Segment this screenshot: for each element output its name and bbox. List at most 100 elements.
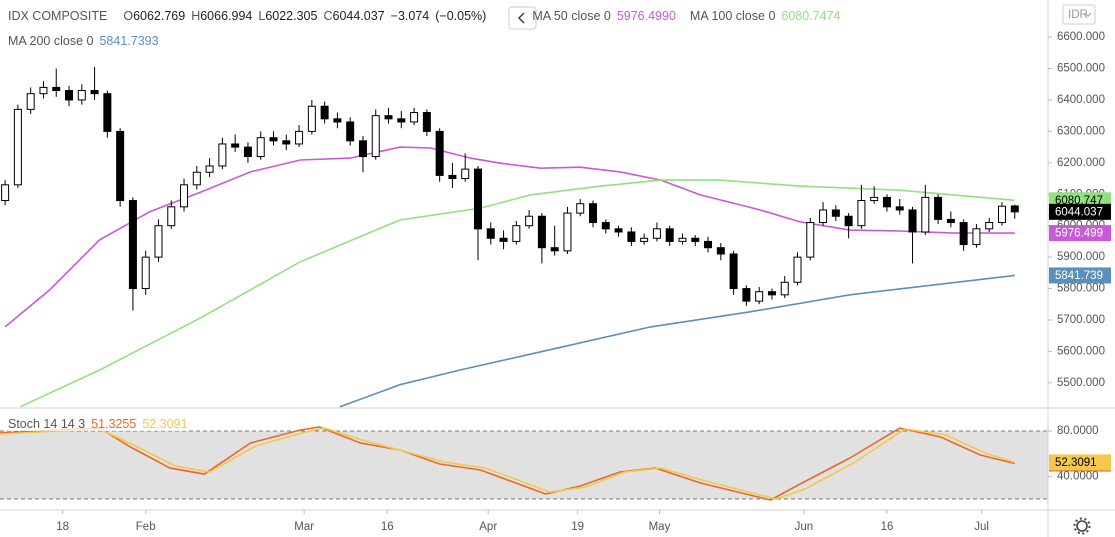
candle-body: [141, 256, 150, 290]
stoch-value: 51.3255: [91, 417, 137, 431]
currency-label: IDR: [1068, 9, 1088, 21]
x-tick-label: 19: [571, 521, 584, 533]
candle-body: [103, 93, 112, 132]
candle-body: [563, 212, 572, 252]
stoch-line: [0, 427, 1016, 500]
candle-body: [26, 93, 35, 110]
candle-body: [946, 218, 955, 224]
candle-body: [755, 291, 764, 302]
x-tick-label: 16: [381, 521, 394, 533]
candle-body: [601, 222, 610, 230]
y-tick-label: 5600.000: [1057, 345, 1105, 357]
candle-body: [806, 222, 815, 258]
y-tick-label: 6600.000: [1057, 31, 1105, 43]
ohlc-high: H 6066.994: [191, 9, 252, 23]
ma-value: 5841.7393: [99, 34, 159, 48]
gear-teeth: [1073, 517, 1091, 535]
candle-body: [959, 222, 968, 246]
ma-axis-label: 6080.747: [1055, 195, 1103, 207]
axis-group: 5500.000 5600.000 5700.000 5800.000 5900.000…: [56, 31, 1111, 533]
stoch-band: [0, 431, 1048, 500]
last-price-label-box: [1049, 203, 1111, 220]
ohlc-open: O 6062.769: [123, 9, 185, 23]
ma-name: MA 100 close 0: [689, 9, 776, 23]
candle-body: [934, 196, 943, 220]
candle-body: [716, 247, 725, 255]
ma-name: MA 200 close 0: [8, 34, 94, 48]
candle-body: [218, 143, 227, 167]
candle-body: [90, 90, 99, 95]
candle-body: [819, 209, 828, 224]
candle-body: [231, 143, 240, 148]
y-tick-label: 6500.000: [1057, 63, 1105, 75]
candle-body: [333, 118, 342, 123]
ohlc-value: 6062.769: [133, 9, 186, 23]
candle-body: [525, 215, 534, 227]
candle-body: [358, 140, 367, 158]
candle-body: [282, 140, 291, 145]
candle-body: [921, 196, 930, 233]
ohlc-value: 6044.037: [332, 9, 385, 23]
y-tick-label: 5900.000: [1057, 251, 1105, 263]
header-row: IDX COMPOSITE O 6062.769 H 6066.994 L 6022.…: [8, 9, 840, 23]
x-tick-label: 16: [881, 521, 894, 533]
candle-body: [499, 237, 508, 242]
ma-axis-label-box: [1049, 267, 1111, 284]
chevron-icon: [518, 12, 525, 24]
candle-body: [307, 105, 316, 132]
candle-body: [243, 146, 252, 158]
x-tick-label: Mar: [294, 521, 314, 533]
candle-body: [691, 237, 700, 242]
candle-body: [435, 130, 444, 176]
stoch-legend: Stoch 14 14 3 51.3255 52.3091: [8, 417, 188, 431]
ohlc-label: H: [191, 9, 201, 23]
candle-body: [473, 168, 482, 230]
settings-icon[interactable]: [1073, 517, 1091, 535]
candle-body: [678, 237, 687, 242]
candle-body: [205, 165, 214, 173]
candle-body: [77, 90, 86, 101]
stoch-band-group: [0, 430, 1048, 500]
candle-body: [65, 90, 74, 101]
candle-body: [192, 171, 201, 186]
x-tick-label: May: [649, 521, 671, 533]
ohlc-value: 6022.305: [265, 9, 318, 23]
candle-body: [256, 137, 265, 158]
candle-body: [793, 256, 802, 283]
candle-body: [486, 228, 495, 239]
ma-value: 6080.7474: [781, 9, 841, 23]
ma-axis-label: 5841.739: [1055, 270, 1103, 282]
stoch-axis-label: 52.3091: [1055, 457, 1097, 469]
stoch-axis-label-box: [1049, 454, 1111, 471]
y-tick-label: 6300.000: [1057, 125, 1105, 137]
x-tick-label: Apr: [479, 521, 497, 533]
gear-ring: [1076, 520, 1088, 532]
dropdown-caret: [1084, 12, 1092, 17]
candle-body: [116, 130, 125, 202]
change-pct: (−0.05%): [435, 9, 487, 23]
x-tick-label: Jun: [795, 521, 814, 533]
y-tick-label: 5800.000: [1057, 283, 1105, 295]
candle-body: [589, 203, 598, 224]
y-tick-label: 6200.000: [1057, 157, 1105, 169]
ma-axis-label: 5976.499: [1055, 228, 1103, 240]
candle-body: [384, 115, 393, 120]
candle-body: [448, 174, 457, 180]
ma-value: 5976.4990: [616, 9, 676, 23]
candle-body: [422, 112, 431, 132]
candle-body: [269, 137, 278, 142]
candle-body: [882, 196, 891, 208]
candle-body: [1, 184, 10, 202]
collapse-button[interactable]: [508, 6, 537, 30]
currency-dropdown[interactable]: [1062, 4, 1096, 25]
candle-body: [665, 228, 674, 242]
x-tick-label: 18: [56, 521, 69, 533]
candle-body: [627, 231, 636, 242]
candle-body: [154, 225, 163, 258]
candle-body: [870, 196, 879, 202]
ohlc-label: O: [123, 9, 134, 23]
candle-body: [857, 200, 866, 227]
candle-body: [895, 206, 904, 211]
x-tick-label: Feb: [136, 521, 156, 533]
